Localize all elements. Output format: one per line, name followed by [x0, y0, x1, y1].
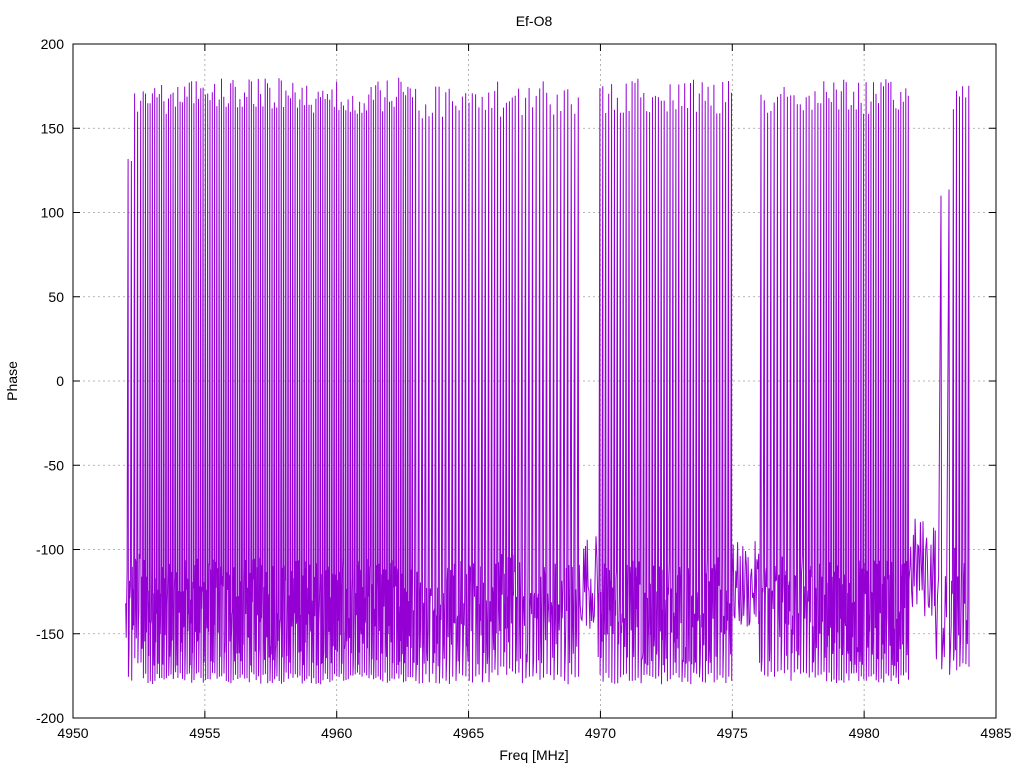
- y-tick-label: -50: [44, 457, 64, 473]
- y-axis-label: Phase: [4, 361, 20, 401]
- x-tick-label: 4955: [189, 725, 220, 741]
- x-tick-label: 4965: [453, 725, 484, 741]
- y-tick-label: 150: [41, 120, 65, 136]
- x-tick-label: 4960: [321, 725, 352, 741]
- y-tick-label: 0: [56, 373, 64, 389]
- y-tick-label: 200: [41, 36, 65, 52]
- x-tick-label: 4980: [849, 725, 880, 741]
- y-tick-label: -200: [36, 710, 64, 726]
- x-tick-label: 4950: [57, 725, 88, 741]
- data-layer: [125, 77, 970, 685]
- chart-title: Ef-O8: [516, 13, 553, 29]
- tick-layer: 4950 4955 4960 4965 4970 4975 4980 4985 -200 -150…: [36, 36, 1012, 741]
- x-axis-label: Freq [MHz]: [499, 747, 568, 763]
- x-tick-label: 4970: [585, 725, 616, 741]
- x-tick-label: 4975: [717, 725, 748, 741]
- x-tick-label: 4985: [980, 725, 1011, 741]
- y-tick-label: -100: [36, 542, 64, 558]
- y-tick-label: 100: [41, 205, 65, 221]
- y-tick-label: 50: [48, 289, 64, 305]
- y-tick-label: -150: [36, 626, 64, 642]
- phase-series-line: [125, 77, 970, 685]
